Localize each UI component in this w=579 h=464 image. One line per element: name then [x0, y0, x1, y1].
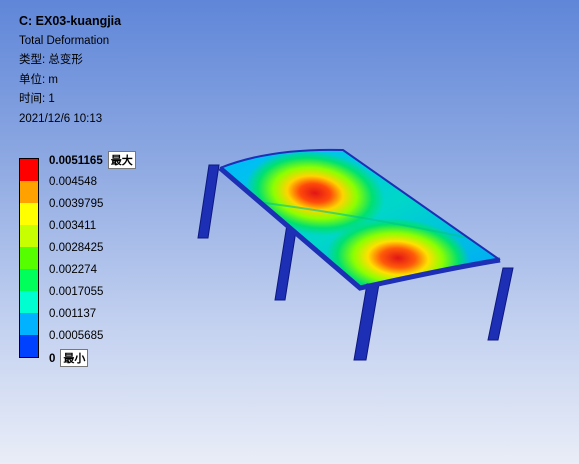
result-time: 时间: 1: [19, 93, 55, 105]
legend-tick-min: 0 最小: [49, 349, 89, 367]
legend-band-1: [20, 159, 38, 181]
legend-tick: 0.002274: [49, 264, 97, 276]
result-unit: 单位: m: [19, 73, 58, 86]
legend-band-5: [20, 247, 38, 269]
result-type: 类型: 总变形: [19, 54, 83, 66]
frame-leg-back-right: [487, 267, 514, 341]
legend-tick: 0.003411: [49, 220, 97, 232]
legend-tick: 0.001137: [49, 308, 97, 320]
min-tag: 最小: [60, 349, 89, 367]
analysis-title: C: EX03-kuangjia: [19, 14, 122, 28]
legend-tick: 0.0005685: [49, 330, 104, 342]
legend-tick: 0.0028425: [49, 242, 104, 254]
result-info: C: EX03-kuangjia Total Deformation 类型: 总…: [19, 12, 121, 129]
legend-band-2: [20, 181, 38, 203]
result-name: Total Deformation: [19, 34, 110, 47]
result-date: 2021/12/6 10:13: [19, 112, 103, 125]
frame-front-beam: [218, 166, 501, 291]
legend-band-4: [20, 225, 38, 247]
legend-tick: 0.0017055: [49, 286, 104, 298]
legend-band-7: [20, 291, 38, 313]
legend-tick-value: 0: [49, 353, 56, 365]
legend-tick: 0.004548: [49, 176, 97, 188]
max-tag: 最大: [107, 151, 136, 169]
frame-back-beam: [219, 148, 501, 261]
frame-leg-back-left: [197, 164, 220, 239]
legend-tick-max: 0.0051165 最大: [49, 151, 136, 169]
legend-band-9: [20, 335, 38, 357]
frame-leg-front: [353, 283, 380, 361]
deformed-plate: [220, 149, 500, 288]
legend-band-3: [20, 203, 38, 225]
legend-tick-value: 0.0051165: [49, 155, 103, 167]
legend-tick: 0.0039795: [49, 198, 104, 210]
legend-band-6: [20, 269, 38, 291]
legend-band-8: [20, 313, 38, 335]
legend-color-bar: [19, 158, 39, 358]
